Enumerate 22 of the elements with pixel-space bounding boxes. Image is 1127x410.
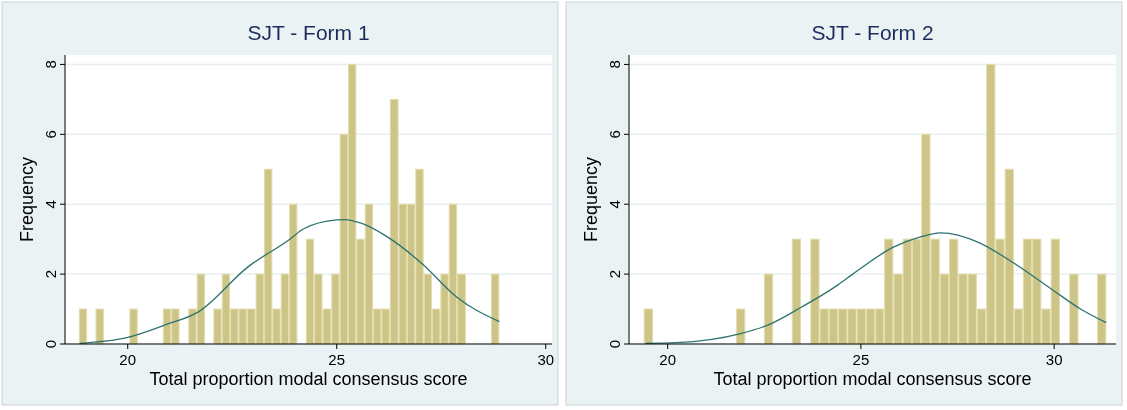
x-axis-title: Total proportion modal consensus score — [713, 369, 1032, 389]
chart-title: SJT - Form 1 — [247, 21, 370, 44]
x-tick-label: 25 — [328, 351, 346, 368]
y-axis-title: Frequency — [581, 156, 601, 243]
y-tick-label: 8 — [606, 60, 623, 69]
y-tick-label: 4 — [42, 200, 59, 209]
x-tick-label: 25 — [852, 351, 870, 368]
x-tick-label: 30 — [1045, 351, 1063, 368]
y-tick-label: 0 — [606, 339, 623, 349]
y-tick-label: 6 — [42, 130, 59, 139]
y-tick-label: 2 — [42, 269, 59, 279]
y-axis-title: Frequency — [17, 156, 37, 243]
x-axis-title: Total proportion modal consensus score — [149, 369, 468, 389]
x-tick-label: 30 — [537, 351, 555, 368]
x-tick-label: 20 — [659, 351, 676, 368]
y-tick-label: 8 — [42, 60, 59, 69]
y-tick-label: 6 — [606, 130, 623, 139]
y-tick-label: 0 — [42, 339, 59, 349]
y-tick-label: 2 — [606, 269, 623, 279]
x-tick-label: 20 — [119, 351, 137, 368]
y-tick-label: 4 — [606, 200, 623, 209]
chart-title: SJT - Form 2 — [811, 21, 934, 44]
